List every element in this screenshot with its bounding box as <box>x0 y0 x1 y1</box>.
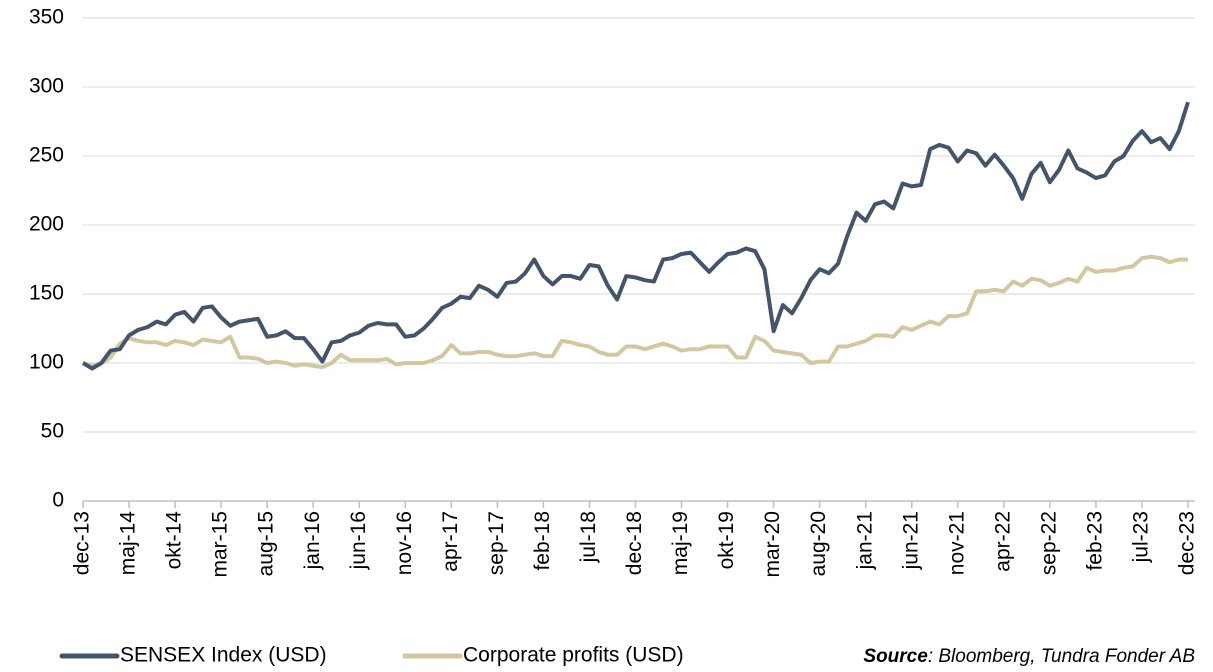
source: Source: Bloomberg, Tundra Fonder AB <box>863 646 1195 667</box>
y-tick-label: 100 <box>29 351 64 374</box>
x-tick-label: aug-15 <box>255 511 278 576</box>
x-tick-label: jan-16 <box>301 511 324 570</box>
x-tick-label: apr-17 <box>439 511 462 572</box>
x-tick-label: feb-23 <box>1083 511 1106 571</box>
x-tick-label: feb-18 <box>531 511 554 571</box>
x-tick-label: jul-18 <box>577 511 600 563</box>
series-line <box>82 254 1188 370</box>
x-tick-label: sep-17 <box>485 511 508 575</box>
y-tick-label: 50 <box>41 420 64 443</box>
x-tick-label: dec-23 <box>1176 511 1199 575</box>
x-tick-label: jun-16 <box>347 511 370 570</box>
x-tick-label: aug-20 <box>807 511 830 576</box>
x-tick-label: maj-19 <box>669 511 692 575</box>
x-tick-label: mar-15 <box>209 511 232 578</box>
y-tick-label: 350 <box>29 6 64 29</box>
x-tick-label: maj-14 <box>117 511 140 576</box>
x-tick-label: apr-22 <box>991 511 1014 572</box>
x-tick-label: dec-13 <box>71 511 94 575</box>
x-tick-label: okt-14 <box>163 511 186 570</box>
x-tick-label: jul-23 <box>1130 511 1153 563</box>
x-tick-label: sep-22 <box>1037 511 1060 575</box>
series-line <box>81 101 1190 371</box>
x-tick-label: mar-20 <box>761 511 784 578</box>
legend-label: SENSEX Index (USD) <box>120 644 327 667</box>
y-tick-label: 200 <box>29 213 64 236</box>
source-text: : Bloomberg, Tundra Fonder AB <box>928 646 1196 667</box>
y-tick-label: 0 <box>52 489 64 512</box>
x-tick-label: nov-16 <box>393 511 416 575</box>
y-tick-label: 150 <box>29 282 64 305</box>
legend-label: Corporate profits (USD) <box>463 644 684 667</box>
x-tick-label: jun-21 <box>899 511 922 570</box>
y-tick-label: 300 <box>29 75 64 98</box>
x-tick-label: jan-21 <box>853 511 876 570</box>
y-tick-label: 250 <box>29 144 64 167</box>
x-tick-label: okt-19 <box>715 511 738 569</box>
x-tick-label: nov-21 <box>945 511 968 575</box>
x-tick-label: dec-18 <box>623 511 646 575</box>
source-label: Source <box>863 646 928 667</box>
